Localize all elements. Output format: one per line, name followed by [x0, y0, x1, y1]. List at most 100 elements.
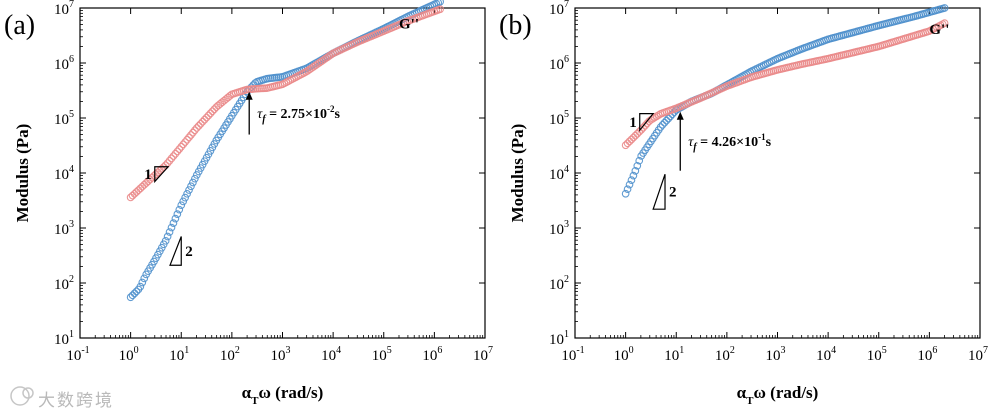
x-tick-label: 105 — [372, 345, 392, 364]
data-point — [625, 137, 634, 146]
watermark-logo-icon — [10, 386, 34, 406]
y-tick-label: 107 — [54, 0, 74, 18]
data-point — [165, 228, 174, 236]
data-point — [633, 161, 642, 170]
watermark-text: 大数跨境 — [38, 391, 114, 411]
data-point — [183, 189, 191, 198]
data-point — [179, 197, 188, 206]
data-point — [189, 128, 197, 137]
y-axis-label: Modulus (Pa) — [13, 124, 32, 223]
data-point — [165, 156, 174, 165]
data-point — [181, 193, 189, 202]
y-tick-label: 105 — [549, 109, 569, 128]
data-point — [132, 188, 141, 196]
data-point — [138, 182, 147, 191]
slope-triangle — [169, 236, 182, 266]
y-tick-label: 101 — [54, 329, 74, 348]
data-point — [171, 214, 180, 223]
data-point — [196, 119, 205, 128]
crossover-annotation: τf = 2.75×10-2s — [257, 104, 340, 125]
data-point — [631, 167, 640, 175]
data-point — [185, 133, 193, 142]
slope-triangle — [154, 166, 170, 184]
data-point — [940, 4, 949, 12]
data-point — [206, 109, 215, 118]
x-tick-label: 107 — [968, 345, 988, 364]
x-tick-label: 103 — [766, 345, 786, 364]
panel-label: (b) — [499, 10, 532, 41]
data-point — [323, 53, 332, 62]
data-point — [313, 60, 322, 68]
data-point — [187, 131, 195, 139]
data-point — [167, 154, 176, 163]
data-point — [623, 139, 632, 148]
data-point — [191, 174, 199, 183]
data-point — [627, 135, 636, 144]
y-tick-label: 107 — [549, 0, 569, 18]
y-tick-label: 105 — [54, 109, 74, 128]
data-point — [664, 114, 673, 123]
data-point — [177, 142, 186, 151]
x-tick-label: 107 — [473, 345, 493, 364]
data-point — [666, 112, 675, 121]
x-axis-label: αTω (rad/s) — [242, 383, 324, 407]
data-point — [132, 287, 141, 296]
x-tick-label: 102 — [715, 345, 735, 364]
chart-panel-b: 10-1 100 101 102 103 104 105 106 107 101 102 103 104… — [499, 0, 988, 407]
data-point — [179, 140, 188, 149]
crossover-arrow-head — [676, 111, 684, 120]
y-tick-label: 106 — [549, 54, 569, 73]
series-label-g-double-prime: G'' — [929, 22, 949, 38]
series-g-double-prime — [621, 19, 949, 150]
x-tick-label: 100 — [119, 345, 139, 364]
data-point — [136, 282, 145, 291]
data-point — [662, 116, 671, 125]
data-point — [185, 186, 193, 194]
data-point — [130, 189, 139, 198]
y-tick-label: 104 — [54, 164, 74, 183]
data-point — [621, 189, 630, 198]
data-point — [309, 62, 318, 71]
data-point — [194, 122, 203, 130]
x-tick-label: 104 — [321, 345, 341, 364]
data-point — [327, 50, 335, 59]
series-label-g-prime: G' — [929, 0, 945, 4]
data-point — [181, 138, 189, 146]
data-point — [629, 133, 638, 142]
data-point — [652, 112, 661, 121]
data-point — [177, 201, 186, 210]
x-tick-label: 102 — [220, 345, 240, 364]
data-point — [189, 178, 197, 187]
axis-ticks — [574, 7, 981, 339]
data-point — [637, 126, 646, 134]
slope-label: 2 — [185, 244, 193, 260]
data-point — [173, 147, 182, 156]
data-point — [198, 117, 207, 126]
x-tick-label: 100 — [614, 345, 634, 364]
data-point — [436, 0, 444, 6]
series-g-prime — [621, 4, 949, 198]
x-axis-label: αTω (rad/s) — [737, 383, 819, 407]
data-point — [623, 185, 632, 194]
y-axis-label: Modulus (Pa) — [508, 124, 527, 223]
data-point — [311, 61, 320, 70]
data-point — [658, 120, 667, 129]
data-point — [631, 131, 640, 140]
x-tick-label: 104 — [816, 345, 836, 364]
data-point — [629, 171, 638, 180]
data-point — [152, 170, 160, 178]
axis-ticks — [79, 7, 486, 339]
data-point — [126, 293, 135, 302]
data-point — [656, 123, 665, 131]
x-tick-label: 10-1 — [66, 345, 89, 364]
y-tick-label: 104 — [549, 164, 569, 183]
slope-label: 2 — [669, 185, 677, 201]
y-tick-label: 102 — [549, 274, 569, 293]
data-point — [183, 135, 191, 144]
series-g-double-prime — [126, 5, 444, 202]
y-tick-label: 102 — [54, 274, 74, 293]
data-point — [627, 176, 636, 185]
data-point — [126, 193, 135, 202]
data-point — [200, 115, 209, 124]
